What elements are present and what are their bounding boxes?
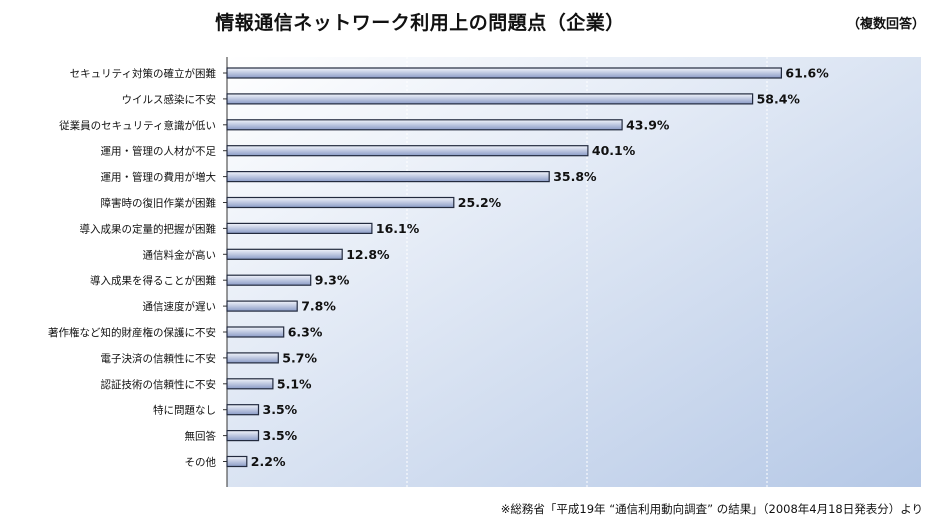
bar (226, 274, 312, 286)
bar (226, 119, 623, 131)
chart-subtitle: （複数回答） (846, 17, 925, 32)
bar (226, 145, 589, 157)
category-label: セキュリティ対策の確立が困難 (70, 67, 217, 80)
value-label: 61.6% (785, 66, 829, 81)
source-note: ※総務省「平成19年 “通信利用動向調査” の結果」（2008年4月18日発表分… (500, 502, 923, 516)
value-label: 43.9% (626, 117, 670, 132)
category-label: その他 (185, 456, 217, 469)
value-label: 9.3% (315, 273, 350, 288)
category-label: 電子決済の信頼性に不安 (101, 352, 217, 365)
value-label: 7.8% (301, 299, 336, 314)
category-label: 認証技術の信頼性に不安 (101, 378, 217, 391)
bar (226, 404, 260, 416)
value-label: 5.1% (277, 376, 312, 391)
bar (226, 326, 285, 338)
category-label: 運用・管理の費用が増大 (101, 171, 217, 184)
bar (226, 196, 455, 209)
value-label: 5.7% (282, 350, 317, 365)
category-label: 運用・管理の人材が不足 (101, 145, 217, 158)
category-label: 障害時の復旧作業が困難 (101, 197, 217, 210)
bar (226, 378, 274, 390)
category-label: 特に問題なし (153, 405, 216, 417)
category-label: 著作権など知的財産権の保護に不安 (48, 326, 216, 339)
chart-title: 情報通信ネットワーク利用上の問題点（企業） (215, 12, 625, 34)
bar (226, 222, 373, 234)
bar (226, 171, 550, 183)
value-label: 2.2% (251, 454, 286, 469)
category-label: 導入成果を得ることが困難 (90, 274, 216, 287)
category-label: ウイルス感染に不安 (122, 93, 217, 106)
category-label: 通信速度が遅い (143, 300, 217, 313)
category-label: 導入成果の定量的把握が困難 (80, 222, 217, 235)
value-label: 35.8% (553, 169, 597, 184)
value-label: 3.5% (263, 402, 298, 417)
value-label: 3.5% (263, 428, 298, 443)
category-label: 通信料金が高い (143, 248, 217, 261)
bar (226, 300, 298, 312)
bar (226, 455, 248, 468)
value-label: 6.3% (288, 325, 323, 340)
category-label: 従業員のセキュリティ意識が低い (59, 119, 216, 132)
bar (226, 430, 260, 442)
bar (226, 67, 783, 79)
value-label: 25.2% (458, 195, 502, 210)
bar (226, 93, 754, 105)
value-label: 58.4% (757, 91, 801, 106)
value-label: 40.1% (592, 143, 636, 158)
value-label: 16.1% (376, 221, 420, 236)
bars: セキュリティ対策の確立が困難 61.6% ウイルス感染に不安 58.4% 従業員のセキュ… (48, 66, 829, 470)
category-label: 無回答 (185, 430, 217, 443)
bar (226, 352, 279, 364)
value-label: 12.8% (346, 247, 390, 262)
bar (226, 248, 343, 260)
